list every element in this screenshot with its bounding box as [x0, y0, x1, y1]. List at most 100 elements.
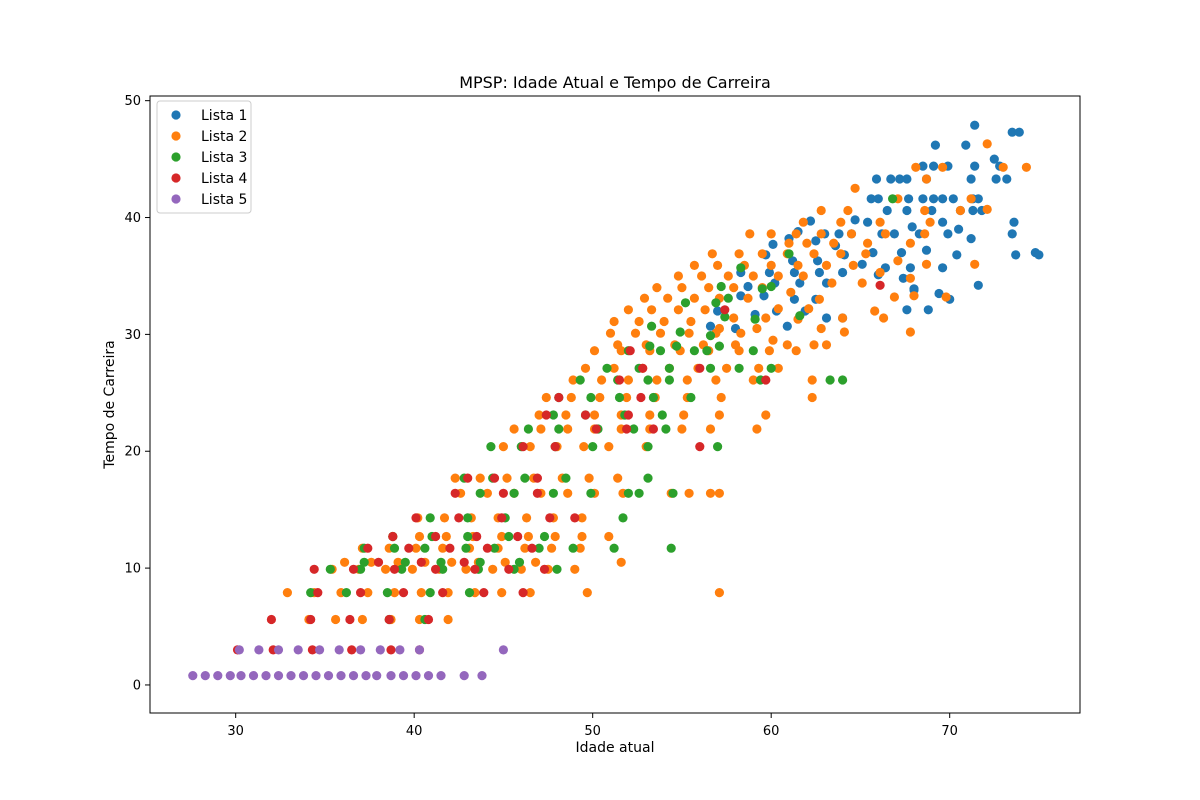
- data-point: [764, 267, 775, 278]
- data-point: [425, 513, 435, 523]
- data-point: [414, 531, 425, 542]
- data-point: [647, 305, 657, 315]
- data-point: [475, 557, 485, 567]
- data-point: [475, 473, 485, 483]
- data-point: [911, 162, 921, 172]
- data-point: [282, 588, 292, 598]
- data-point: [254, 645, 264, 655]
- data-point: [200, 671, 210, 681]
- data-point: [843, 205, 853, 216]
- data-point: [752, 424, 762, 434]
- data-point: [386, 671, 396, 681]
- data-point: [382, 588, 392, 598]
- data-point: [921, 174, 932, 184]
- data-point: [609, 543, 619, 553]
- data-point: [345, 614, 355, 625]
- data-point: [411, 543, 421, 553]
- data-point: [711, 298, 721, 308]
- series-4: [232, 280, 885, 655]
- data-point: [623, 410, 634, 420]
- data-point: [539, 564, 550, 574]
- data-point: [1007, 127, 1017, 137]
- data-point: [734, 346, 744, 356]
- data-point: [838, 313, 848, 323]
- data-point: [809, 340, 819, 350]
- data-point: [684, 488, 694, 498]
- data-point: [757, 249, 767, 259]
- data-point: [580, 410, 591, 420]
- data-point: [441, 531, 451, 542]
- data-point: [795, 278, 805, 288]
- data-point: [898, 273, 908, 283]
- y-tick-label: 50: [124, 94, 141, 109]
- data-point: [306, 588, 316, 598]
- data-point: [955, 205, 966, 216]
- data-point: [697, 271, 707, 281]
- data-point: [655, 346, 666, 356]
- data-point: [604, 531, 614, 542]
- data-point: [700, 305, 710, 315]
- y-tick-label: 20: [124, 445, 141, 460]
- data-point: [225, 671, 235, 681]
- series-5: [188, 645, 508, 681]
- data-point: [397, 564, 407, 574]
- data-point: [293, 645, 303, 655]
- data-point: [759, 291, 769, 301]
- data-point: [436, 557, 446, 567]
- data-point: [629, 424, 639, 434]
- data-point: [766, 229, 776, 239]
- data-point: [514, 557, 525, 567]
- data-point: [873, 194, 883, 204]
- data-point: [461, 564, 471, 574]
- data-point: [870, 306, 880, 316]
- data-point: [575, 543, 585, 553]
- data-point: [648, 392, 659, 403]
- data-point: [634, 316, 644, 327]
- data-point: [475, 488, 485, 498]
- data-point: [918, 161, 928, 171]
- data-point: [1002, 174, 1012, 184]
- data-point: [716, 392, 726, 403]
- data-point: [838, 267, 848, 278]
- data-point: [356, 564, 366, 574]
- data-point: [386, 645, 396, 655]
- data-point: [389, 588, 400, 598]
- data-point: [882, 205, 892, 216]
- data-point: [347, 645, 357, 655]
- data-point: [463, 531, 473, 542]
- data-point: [902, 174, 912, 184]
- data-point: [889, 229, 900, 239]
- data-point: [273, 671, 284, 681]
- data-point: [809, 249, 819, 259]
- data-point: [636, 392, 646, 403]
- data-point: [1014, 127, 1024, 137]
- data-point: [561, 410, 571, 420]
- data-point: [504, 564, 514, 574]
- data-point: [798, 217, 808, 227]
- data-point: [552, 564, 562, 574]
- data-point: [357, 614, 367, 625]
- data-point: [941, 292, 951, 302]
- data-point: [309, 564, 319, 574]
- data-point: [925, 217, 935, 227]
- data-point: [381, 564, 391, 574]
- data-point: [431, 564, 441, 574]
- data-point: [863, 238, 873, 248]
- data-point: [677, 283, 687, 293]
- data-point: [584, 473, 594, 483]
- data-point: [902, 305, 912, 315]
- data-point: [829, 238, 839, 248]
- data-point: [307, 645, 317, 655]
- data-point: [443, 614, 453, 625]
- data-point: [705, 488, 716, 498]
- data-point: [938, 217, 948, 227]
- data-point: [582, 588, 592, 598]
- data-point: [188, 671, 198, 681]
- data-point: [784, 249, 794, 259]
- data-point: [1009, 217, 1019, 227]
- data-point: [816, 229, 826, 239]
- data-point: [789, 294, 800, 304]
- data-point: [846, 229, 857, 239]
- points-layer: [188, 120, 1044, 681]
- data-point: [814, 267, 825, 278]
